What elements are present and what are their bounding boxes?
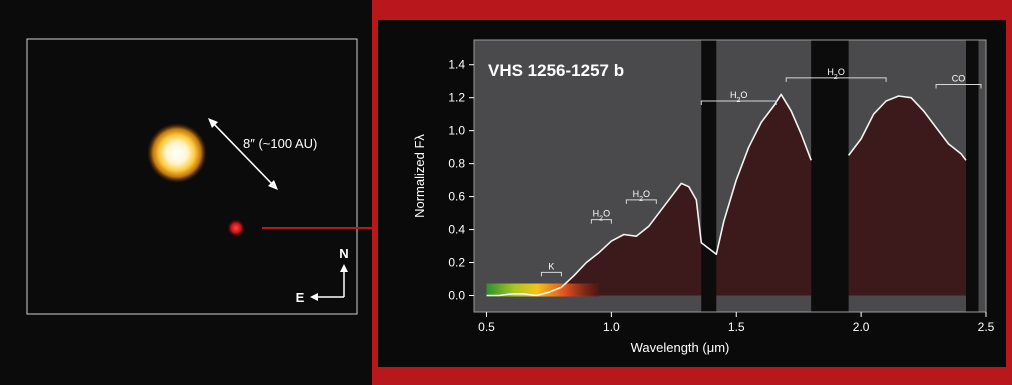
x-axis-label: Wavelength (μm) <box>631 340 730 355</box>
separation-arrowhead-bottom <box>268 180 278 190</box>
plot-group: K H2O H2O H2O H2O CO <box>486 40 982 312</box>
annotation-bracket-1 <box>590 219 612 224</box>
annotation-bracket-5 <box>935 84 982 89</box>
compass-north-arrowhead <box>340 264 348 272</box>
y-tick-label-3: 0.6 <box>448 190 465 204</box>
separation-arrow <box>211 121 275 187</box>
separation-arrowhead-top <box>208 118 218 128</box>
annotation-bracket-3 <box>700 100 777 105</box>
spectrum-fill-1 <box>848 96 966 296</box>
telluric-band-1 <box>811 40 849 312</box>
spectrum-line-1 <box>847 95 967 161</box>
x-tick-label-0: 0.5 <box>478 320 495 334</box>
y-tick-label-5: 1.0 <box>448 124 465 138</box>
telluric-band-2 <box>966 40 979 312</box>
x-tick-label-1: 1.0 <box>603 320 620 334</box>
annotation-label-5: CO <box>952 74 966 84</box>
y-tick-label-0: 0.0 <box>448 289 465 303</box>
axes-group: 0.5 1.0 1.5 2.0 2.5 0.0 0.2 0.4 0.6 0.8 1.0 1.2 1.4 <box>448 39 995 334</box>
compass-east-label: E <box>296 290 305 305</box>
y-axis-label: Normalized Fλ <box>412 134 427 218</box>
image-frame <box>26 38 358 315</box>
compass-east-arrowhead <box>310 293 318 301</box>
annotation-bracket-4 <box>785 77 887 82</box>
annotation-bracket-2 <box>625 199 657 204</box>
separation-label: 8″ (~100 AU) <box>243 136 317 151</box>
plot-border <box>473 39 987 313</box>
annotation-label-0: K <box>548 261 554 271</box>
annotation-label-2: H2O <box>633 189 650 203</box>
y-tick-label-1: 0.2 <box>448 256 465 270</box>
compass-north-label: N <box>339 246 348 261</box>
spectrum-fill-0 <box>486 94 812 296</box>
spectrum-line-0 <box>486 93 812 297</box>
planet-dot <box>227 219 245 237</box>
chart-title: VHS 1256-1257 b <box>488 61 624 80</box>
y-tick-label-6: 1.2 <box>448 91 465 105</box>
telluric-band-0 <box>701 40 717 312</box>
x-tick-label-4: 2.5 <box>978 320 995 334</box>
x-tick-label-3: 2.0 <box>853 320 870 334</box>
annotation-label-3: H2O <box>730 90 747 104</box>
host-star <box>147 123 207 183</box>
annotation-bracket-0 <box>540 271 562 277</box>
annotation-label-1: H2O <box>593 209 610 223</box>
y-tick-label-7: 1.4 <box>448 58 465 72</box>
y-tick-label-4: 0.8 <box>448 157 465 171</box>
image-panel-bg <box>0 0 372 385</box>
x-tick-label-2: 1.5 <box>728 320 745 334</box>
y-tick-label-2: 0.4 <box>448 223 465 237</box>
annotation-label-4: H2O <box>827 67 844 81</box>
